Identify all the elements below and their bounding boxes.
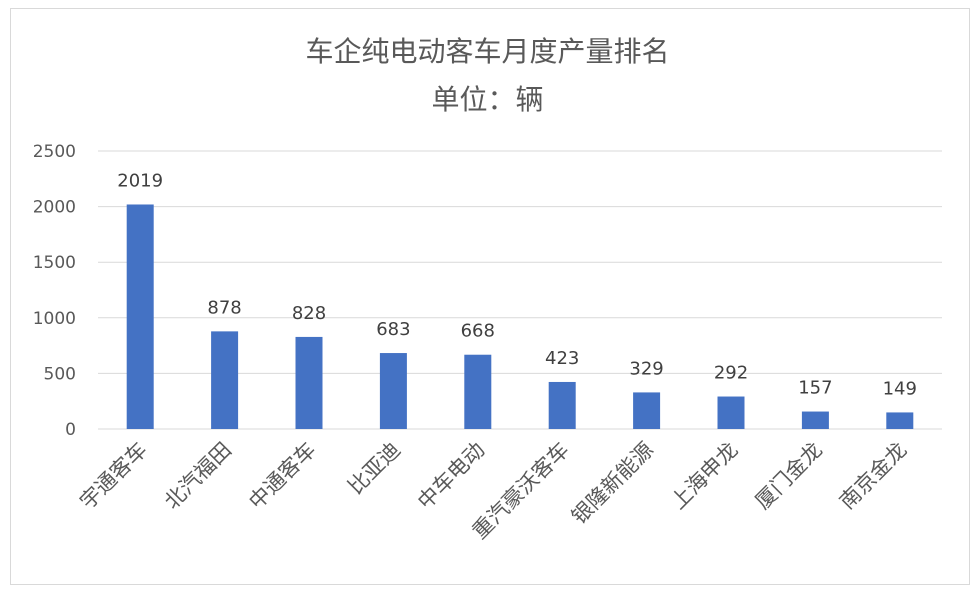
chart-title: 车企纯电动客车月度产量排名 — [305, 35, 670, 68]
bar — [126, 204, 154, 429]
x-tick-label: 银隆新能源 — [567, 438, 658, 529]
chart-subtitle: 单位：辆 — [431, 83, 544, 116]
bar — [717, 396, 745, 429]
data-label: 878 — [207, 297, 241, 318]
y-tick-label: 1500 — [33, 253, 76, 273]
data-label: 423 — [545, 348, 579, 369]
x-tick-label: 北汽福田 — [160, 438, 236, 514]
x-tick-label: 中通客车 — [244, 438, 320, 514]
bar — [633, 392, 661, 429]
bar — [801, 411, 829, 429]
bar — [211, 331, 239, 429]
x-tick-label: 上海申龙 — [666, 438, 742, 514]
data-label: 329 — [629, 358, 663, 379]
bar — [464, 354, 492, 429]
chart-frame — [10, 8, 970, 585]
data-label: 149 — [883, 378, 917, 399]
x-tick-label: 中车电动 — [413, 438, 489, 514]
y-tick-label: 1000 — [33, 309, 76, 329]
x-tick-label: 厦门金龙 — [751, 438, 827, 514]
bar — [379, 353, 407, 429]
y-tick-label: 500 — [44, 364, 76, 384]
data-label: 157 — [798, 378, 832, 399]
x-tick-label: 宇通客车 — [75, 438, 151, 514]
data-label: 828 — [292, 303, 326, 324]
data-label: 668 — [461, 321, 495, 342]
data-label: 683 — [376, 319, 410, 340]
y-tick-label: 2000 — [33, 198, 76, 218]
x-tick-label: 比亚迪 — [343, 438, 405, 500]
y-tick-label: 2500 — [33, 142, 76, 162]
bar — [548, 381, 576, 429]
bar — [886, 412, 914, 429]
data-label: 292 — [714, 363, 748, 384]
bar — [295, 336, 323, 429]
data-label: 2019 — [117, 170, 163, 191]
y-tick-label: 0 — [65, 420, 76, 440]
x-tick-label: 南京金龙 — [835, 438, 911, 514]
